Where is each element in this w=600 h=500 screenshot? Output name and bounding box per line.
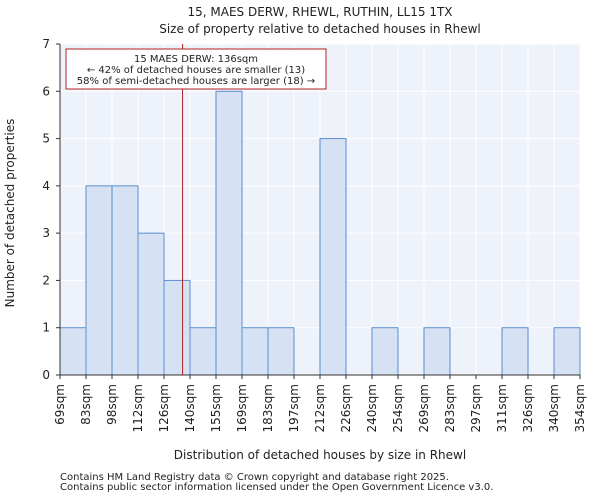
x-tick-label: 83sqm [79,384,93,425]
histogram-bar [553,327,581,376]
histogram-bar [163,279,191,376]
y-tick-label: 5 [42,132,50,146]
annotation-line2: ← 42% of detached houses are smaller (13… [87,65,305,76]
chart-title-line2: Size of property relative to detached ho… [159,22,481,36]
histogram-bar [267,327,295,376]
x-tick-label: 140sqm [183,384,197,432]
x-tick-label: 269sqm [417,384,431,432]
bars [59,90,581,376]
footer-line2: Contains public sector information licen… [60,482,494,493]
x-tick-label: 340sqm [547,384,561,432]
histogram-bar [111,185,139,376]
histogram-bar [137,232,165,376]
y-tick-label: 7 [42,37,50,51]
x-tick-label: 212sqm [313,384,327,432]
annotation-box: 15 MAES DERW: 136sqm ← 42% of detached h… [65,48,327,90]
histogram-bar [241,327,269,376]
annotation-line3: 58% of semi-detached houses are larger (… [77,76,315,87]
x-tick-label: 155sqm [209,384,223,432]
y-axis-label: Number of detached properties [3,119,17,308]
x-ticks: 69sqm 83sqm 98sqm 112sqm 126sqm 140sqm 155sqm 1… [53,375,587,432]
x-tick-label: 311sqm [495,384,509,432]
footer: Contains HM Land Registry data © Crown c… [60,473,493,493]
y-tick-label: 1 [42,321,50,335]
y-tick-label: 2 [42,273,50,287]
y-tick-label: 6 [42,84,50,98]
histogram-bar [319,138,347,376]
histogram-chart: 15, MAES DERW, RHEWL, RUTHIN, LL15 1TX S… [3,5,587,462]
histogram-bar [85,185,113,376]
x-tick-label: 326sqm [521,384,535,432]
x-tick-label: 112sqm [131,384,145,432]
footer-line1: Contains HM Land Registry data © Crown c… [60,472,449,483]
x-axis-label: Distribution of detached houses by size … [174,448,466,462]
x-tick-label: 283sqm [443,384,457,432]
x-tick-label: 354sqm [573,384,587,432]
y-tick-label: 0 [42,368,50,382]
histogram-bar [501,327,529,376]
x-tick-label: 98sqm [105,384,119,425]
chart-title-line1: 15, MAES DERW, RHEWL, RUTHIN, LL15 1TX [187,5,452,19]
annotation-line1: 15 MAES DERW: 136sqm [134,54,258,65]
x-tick-label: 183sqm [261,384,275,432]
histogram-bar [189,327,217,376]
x-tick-label: 226sqm [339,384,353,432]
histogram-bar [423,327,451,376]
x-tick-label: 254sqm [391,384,405,432]
x-tick-label: 197sqm [287,384,301,432]
histogram-bar [371,327,399,376]
y-ticks: 0 1 2 3 4 5 6 7 [42,37,60,382]
x-tick-label: 297sqm [469,384,483,432]
x-tick-label: 169sqm [235,384,249,432]
y-tick-label: 4 [42,179,50,193]
y-tick-label: 3 [42,226,50,240]
histogram-bar [59,327,87,376]
x-tick-label: 69sqm [53,384,67,425]
x-tick-label: 240sqm [365,384,379,432]
histogram-bar [215,90,243,376]
x-tick-label: 126sqm [157,384,171,432]
